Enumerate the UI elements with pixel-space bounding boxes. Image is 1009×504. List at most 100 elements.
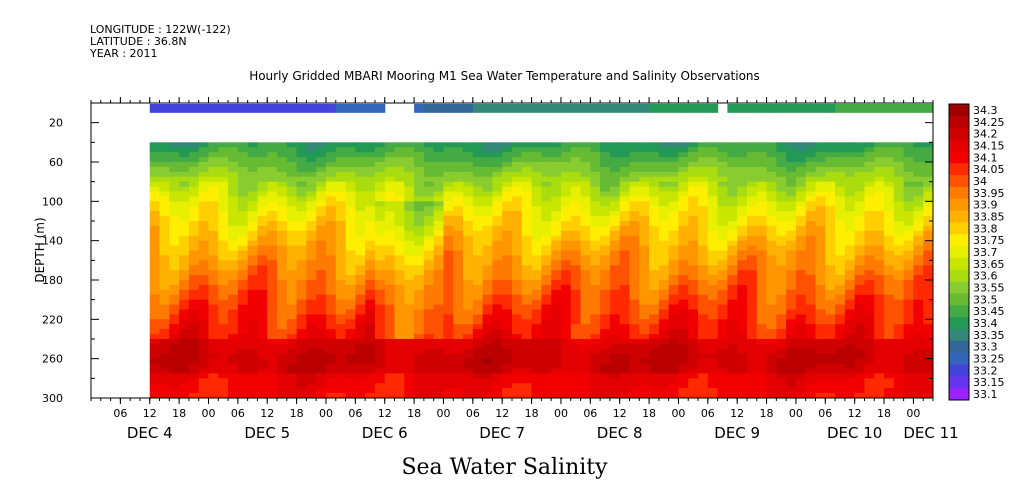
salinity-cell xyxy=(649,280,660,286)
salinity-cell xyxy=(668,363,680,370)
salinity-cell xyxy=(707,270,719,276)
salinity-cell xyxy=(267,181,278,188)
salinity-cell xyxy=(179,191,190,198)
salinity-cell xyxy=(893,319,905,325)
salinity-cell xyxy=(414,353,425,360)
salinity-cell xyxy=(237,368,249,375)
salinity-cell xyxy=(560,294,572,301)
salinity-cell xyxy=(570,260,582,266)
salinity-cell xyxy=(531,329,542,335)
salinity-cell xyxy=(443,270,454,276)
salinity-cell xyxy=(580,191,591,198)
salinity-cell xyxy=(374,353,386,360)
salinity-cell xyxy=(698,221,709,227)
salinity-cell xyxy=(737,152,748,158)
salinity-cell xyxy=(844,393,856,398)
salinity-cell xyxy=(756,343,768,350)
salinity-cell xyxy=(756,201,768,207)
salinity-cell xyxy=(267,152,278,158)
salinity-cell xyxy=(267,235,278,242)
salinity-cell xyxy=(247,309,259,316)
salinity-cell xyxy=(864,245,875,252)
salinity-cell xyxy=(923,314,933,320)
salinity-cell xyxy=(296,191,307,198)
salinity-cell xyxy=(531,186,542,193)
salinity-cell xyxy=(629,363,640,370)
salinity-cell xyxy=(795,329,807,335)
salinity-cell xyxy=(776,319,787,325)
salinity-cell xyxy=(766,221,777,227)
salinity-cell xyxy=(355,211,366,217)
salinity-cell xyxy=(267,201,278,207)
salinity-cell xyxy=(345,334,356,340)
salinity-cell xyxy=(551,142,562,148)
salinity-cell xyxy=(746,201,758,207)
salinity-cell xyxy=(198,348,210,355)
salinity-cell xyxy=(453,378,464,384)
salinity-cell xyxy=(316,299,327,306)
salinity-cell xyxy=(551,245,562,252)
salinity-cell xyxy=(433,275,445,281)
salinity-cell xyxy=(884,275,895,281)
x-hour-label: 00 xyxy=(671,407,685,420)
salinity-cell xyxy=(541,294,552,301)
salinity-cell xyxy=(776,162,787,168)
salinity-cell xyxy=(619,230,631,237)
salinity-cell xyxy=(795,299,807,306)
salinity-cell xyxy=(756,378,768,384)
salinity-cell xyxy=(394,265,405,271)
salinity-cell xyxy=(727,216,738,222)
salinity-cell xyxy=(306,363,317,370)
salinity-cell xyxy=(805,383,817,389)
salinity-cell xyxy=(923,191,933,198)
salinity-cell xyxy=(678,211,689,217)
salinity-cell xyxy=(854,260,866,266)
salinity-cell xyxy=(325,329,337,335)
salinity-cell xyxy=(600,343,611,350)
salinity-cell xyxy=(678,176,689,183)
salinity-cell xyxy=(580,162,591,168)
salinity-cell xyxy=(629,147,640,153)
salinity-cell xyxy=(472,196,484,202)
salinity-cell xyxy=(198,245,210,252)
salinity-cell xyxy=(766,255,777,261)
salinity-cell xyxy=(404,388,415,394)
salinity-cell xyxy=(619,186,631,193)
surface-salinity-cell xyxy=(658,103,670,113)
x-hour-label: 12 xyxy=(848,407,862,420)
salinity-cell xyxy=(482,245,494,252)
salinity-cell xyxy=(560,280,572,286)
salinity-cell xyxy=(560,329,572,335)
salinity-cell xyxy=(795,270,807,276)
salinity-cell xyxy=(903,368,915,375)
salinity-cell xyxy=(286,324,298,330)
salinity-cell xyxy=(512,221,523,227)
salinity-cell xyxy=(551,206,562,212)
salinity-cell xyxy=(727,162,738,168)
salinity-cell xyxy=(502,265,513,271)
salinity-cell xyxy=(463,289,474,296)
surface-salinity-cell xyxy=(365,103,376,113)
salinity-cell xyxy=(365,294,376,301)
salinity-cell xyxy=(805,284,817,291)
salinity-cell xyxy=(639,250,650,257)
salinity-cell xyxy=(159,206,170,212)
salinity-cell xyxy=(365,147,376,153)
salinity-cell xyxy=(600,324,611,330)
salinity-cell xyxy=(502,245,513,252)
salinity-cell xyxy=(414,255,425,261)
salinity-cell xyxy=(884,319,895,325)
salinity-cell xyxy=(228,368,239,375)
salinity-cell xyxy=(325,304,337,311)
salinity-cell xyxy=(472,166,484,173)
salinity-cell xyxy=(218,235,229,242)
salinity-cell xyxy=(776,171,787,178)
salinity-cell xyxy=(766,186,777,193)
salinity-cell xyxy=(678,388,689,394)
salinity-cell xyxy=(874,348,885,355)
salinity-cell xyxy=(746,343,758,350)
salinity-cell xyxy=(365,358,376,365)
salinity-cell xyxy=(844,186,856,193)
salinity-cell xyxy=(786,260,797,266)
salinity-cell xyxy=(277,304,288,311)
